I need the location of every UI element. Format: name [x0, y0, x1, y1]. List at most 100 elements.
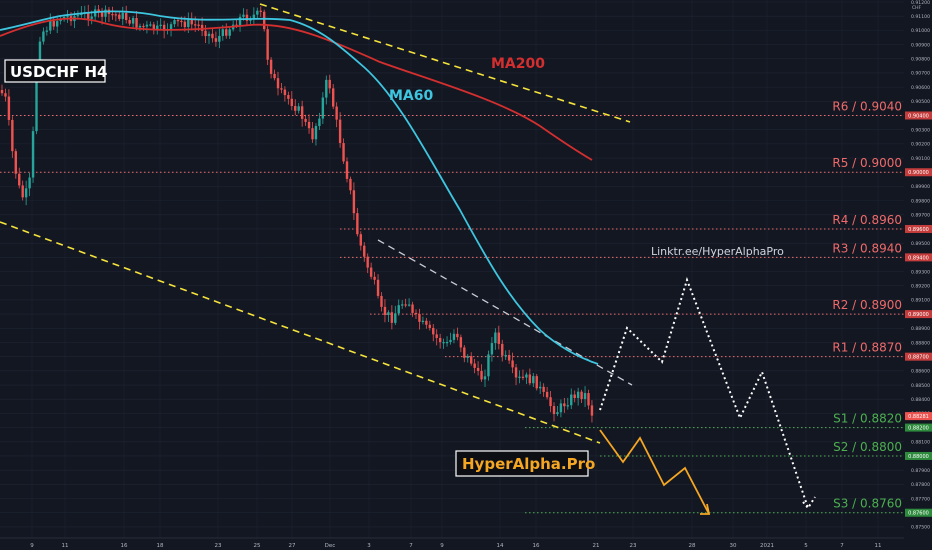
- candle-body: [28, 177, 31, 189]
- candle-body: [24, 188, 28, 198]
- candle-body: [252, 14, 256, 20]
- candle-body: [525, 374, 528, 378]
- candle-body: [283, 89, 287, 96]
- time-tick-label: 28: [689, 543, 696, 549]
- candle-body: [45, 30, 49, 32]
- candle-body: [507, 355, 511, 361]
- level-price-tag-text: 0.89600: [908, 227, 929, 233]
- price-tick-label: 0.87800: [911, 482, 930, 488]
- candle-body: [521, 376, 525, 378]
- candles: [0, 4, 594, 423]
- candle-body: [35, 71, 38, 132]
- candle-body: [476, 367, 480, 371]
- candle-body: [535, 376, 538, 389]
- ma60-line: [0, 10, 599, 365]
- price-tick-label: 0.91000: [911, 28, 930, 34]
- support-resistance-levels: R6 / 0.9040 R5 / 0.9000 R4 / 0.8960 R3 / 0.…: [0, 99, 904, 514]
- candle-body: [559, 403, 563, 413]
- candle-body: [545, 391, 549, 398]
- candle-body: [590, 405, 594, 416]
- price-tick-label: 0.91200: [911, 0, 930, 6]
- bearish-projection-arrowhead: [700, 503, 711, 515]
- candle-body: [570, 394, 573, 406]
- price-tick-label: 0.90500: [911, 99, 930, 105]
- candle-body: [466, 356, 469, 358]
- candle-body: [338, 119, 342, 144]
- candle-body: [97, 9, 100, 12]
- watermark-box: [455, 450, 589, 477]
- candle-body: [304, 118, 307, 122]
- candle-body: [494, 332, 497, 344]
- level-label: S3 / 0.8760: [833, 497, 902, 511]
- candle-body: [432, 327, 435, 335]
- candle-body: [31, 131, 35, 178]
- candle-body: [114, 14, 118, 16]
- link-text: Linktr.ee/HyperAlphaPro: [651, 245, 784, 258]
- level-price-tag-text: 0.88200: [908, 426, 929, 432]
- level-price-tag-text: 0.88700: [908, 355, 929, 361]
- candle-body: [397, 305, 400, 314]
- time-axis-panel[interactable]: [0, 538, 932, 550]
- candle-body: [576, 391, 580, 399]
- candle-body: [490, 343, 494, 355]
- candle-body: [128, 20, 131, 24]
- price-tick-label: 0.88600: [911, 369, 930, 375]
- current-price-tag-text: 0.88281: [908, 414, 929, 420]
- candle-body: [245, 14, 249, 21]
- candle-body: [190, 19, 193, 25]
- candle-body: [480, 370, 483, 380]
- level-price-tag: [905, 168, 932, 177]
- price-tick-label: 0.88400: [911, 397, 930, 403]
- level-label: S1 / 0.8820: [833, 412, 902, 426]
- candle-body: [438, 338, 442, 343]
- candle-body: [563, 403, 566, 407]
- time-tick-label: 7: [840, 543, 844, 549]
- candle-body: [497, 332, 500, 344]
- candle-body: [342, 143, 345, 162]
- bearish-projection-path: [599, 429, 710, 515]
- price-tick-label: 0.89100: [911, 298, 930, 304]
- time-tick-label: 16: [121, 543, 128, 549]
- level-price-tag-text: 0.89000: [908, 312, 929, 318]
- level-price-tag: [905, 310, 932, 319]
- candle-body: [552, 406, 556, 415]
- candle-body: [207, 33, 211, 37]
- candle-body: [449, 339, 452, 343]
- candle-body: [332, 88, 335, 107]
- candle-body: [218, 35, 221, 42]
- price-tick-label: 0.89700: [911, 213, 930, 219]
- candle-body: [528, 374, 532, 384]
- candle-body: [287, 95, 290, 99]
- candle-body: [325, 79, 328, 98]
- candle-body: [311, 128, 314, 140]
- candle-body: [587, 393, 590, 406]
- candle-body: [159, 24, 162, 27]
- candle-body: [445, 342, 449, 344]
- candle-body: [118, 14, 121, 19]
- bullish-projection-arrowhead: [802, 496, 816, 510]
- candle-body: [169, 24, 173, 30]
- time-tick-label: 25: [254, 543, 261, 549]
- candle-body: [345, 161, 349, 179]
- candle-body: [52, 21, 55, 27]
- candle-body: [532, 376, 535, 384]
- price-axis-panel[interactable]: [904, 0, 932, 538]
- candle-body: [583, 393, 587, 400]
- time-tick-label: 2021: [760, 543, 774, 549]
- axis-unit: CHF: [912, 5, 922, 11]
- candle-body: [418, 314, 421, 322]
- candle-body: [66, 16, 69, 18]
- candle-body: [566, 405, 569, 407]
- candle-body: [138, 25, 142, 28]
- price-tick-label: 0.89500: [911, 241, 930, 247]
- time-tick-label: 30: [730, 543, 737, 549]
- candle-body: [38, 41, 42, 72]
- candle-body: [242, 14, 245, 17]
- candle-body: [539, 386, 542, 389]
- price-tick-label: 0.87700: [911, 496, 930, 502]
- time-tick-label: 27: [289, 543, 296, 549]
- candle-body: [269, 59, 273, 74]
- candle-body: [149, 24, 152, 26]
- title-box: [4, 59, 106, 83]
- candle-body: [256, 10, 259, 15]
